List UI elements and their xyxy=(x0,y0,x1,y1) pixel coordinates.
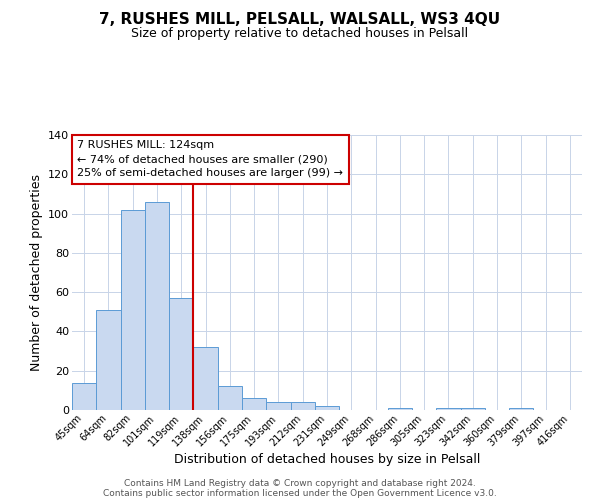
Bar xyxy=(121,210,145,410)
Bar xyxy=(388,408,412,410)
Bar xyxy=(266,402,290,410)
Bar xyxy=(315,406,339,410)
Bar xyxy=(145,202,169,410)
Bar xyxy=(461,408,485,410)
Bar xyxy=(169,298,193,410)
Bar xyxy=(290,402,315,410)
X-axis label: Distribution of detached houses by size in Pelsall: Distribution of detached houses by size … xyxy=(174,453,480,466)
Bar xyxy=(96,310,121,410)
Bar xyxy=(193,347,218,410)
Bar xyxy=(218,386,242,410)
Y-axis label: Number of detached properties: Number of detached properties xyxy=(29,174,43,371)
Bar xyxy=(436,408,461,410)
Text: Size of property relative to detached houses in Pelsall: Size of property relative to detached ho… xyxy=(131,28,469,40)
Text: 7 RUSHES MILL: 124sqm
← 74% of detached houses are smaller (290)
25% of semi-det: 7 RUSHES MILL: 124sqm ← 74% of detached … xyxy=(77,140,343,178)
Text: Contains HM Land Registry data © Crown copyright and database right 2024.: Contains HM Land Registry data © Crown c… xyxy=(124,478,476,488)
Bar xyxy=(242,398,266,410)
Bar xyxy=(509,408,533,410)
Text: 7, RUSHES MILL, PELSALL, WALSALL, WS3 4QU: 7, RUSHES MILL, PELSALL, WALSALL, WS3 4Q… xyxy=(100,12,500,28)
Bar xyxy=(72,382,96,410)
Text: Contains public sector information licensed under the Open Government Licence v3: Contains public sector information licen… xyxy=(103,488,497,498)
